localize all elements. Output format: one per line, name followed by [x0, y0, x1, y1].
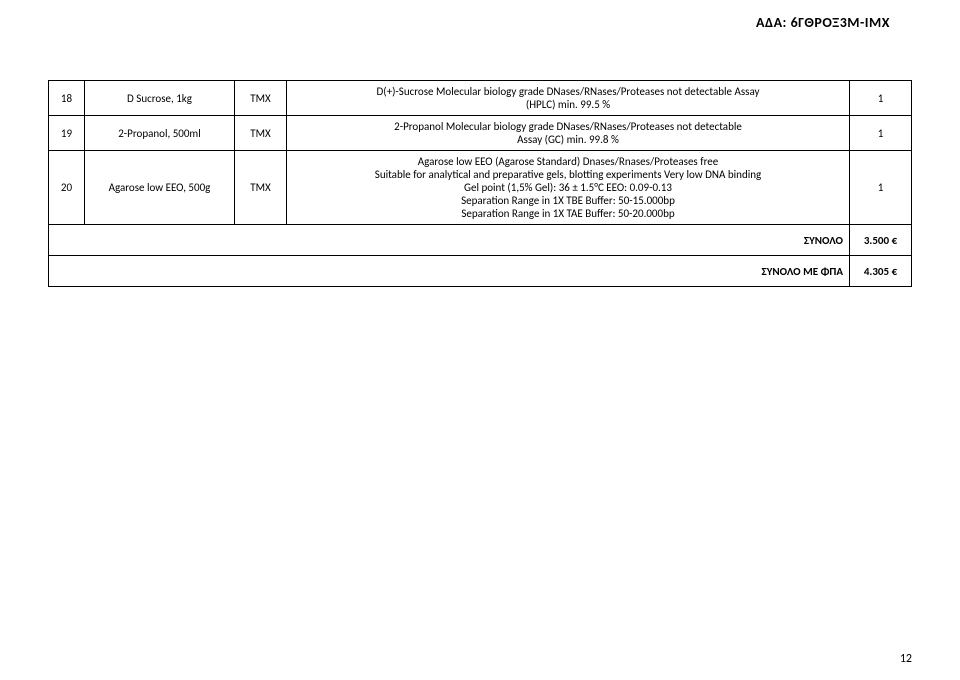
- row-number: 20: [49, 151, 85, 225]
- description-line: Separation Range in 1X TBE Buffer: 50-15…: [293, 194, 843, 207]
- row-description: 2-Propanol Molecular biology grade DNase…: [287, 116, 850, 151]
- row-unit: ΤΜΧ: [235, 151, 287, 225]
- row-name: 2-Propanol, 500ml: [85, 116, 235, 151]
- description-line: Assay (GC) min. 99.8 %: [293, 133, 843, 146]
- page-number: 12: [900, 652, 912, 666]
- row-description: D(+)-Sucrose Molecular biology grade DNa…: [287, 81, 850, 116]
- row-number: 18: [49, 81, 85, 116]
- table-row: 20Agarose low EEO, 500gΤΜΧ Agarose low EE…: [49, 151, 912, 225]
- row-unit: ΤΜΧ: [235, 116, 287, 151]
- total-value-gross: 4.305 €: [850, 256, 912, 287]
- total-row-net: ΣΥΝΟΛΟ3.500 €: [49, 225, 912, 256]
- row-qty: 1: [850, 151, 912, 225]
- total-label-net: ΣΥΝΟΛΟ: [49, 225, 850, 256]
- spec-table: 18D Sucrose, 1kgΤΜΧ D(+)-Sucrose Molecula…: [48, 80, 912, 287]
- table-row: 192-Propanol, 500mlΤΜΧ 2-Propanol Molecul…: [49, 116, 912, 151]
- row-name: D Sucrose, 1kg: [85, 81, 235, 116]
- header-code: ΑΔΑ: 6ΓΘΡΟΞ3Μ-ΙΜΧ: [756, 14, 890, 31]
- description-line: 2-Propanol Molecular biology grade DNase…: [293, 120, 843, 133]
- row-qty: 1: [850, 116, 912, 151]
- description-line: (HPLC) min. 99.5 %: [293, 98, 843, 111]
- table-row: 18D Sucrose, 1kgΤΜΧ D(+)-Sucrose Molecula…: [49, 81, 912, 116]
- row-name: Agarose low EEO, 500g: [85, 151, 235, 225]
- row-number: 19: [49, 116, 85, 151]
- page: ΑΔΑ: 6ΓΘΡΟΞ3Μ-ΙΜΧ 18D Sucrose, 1kgΤΜΧ D(+…: [0, 0, 960, 680]
- total-row-gross: ΣΥΝΟΛΟ ΜΕ ΦΠΑ4.305 €: [49, 256, 912, 287]
- row-qty: 1: [850, 81, 912, 116]
- description-line: Agarose low EEO (Agarose Standard) Dnase…: [293, 155, 843, 168]
- description-line: D(+)-Sucrose Molecular biology grade DNa…: [293, 85, 843, 98]
- total-value-net: 3.500 €: [850, 225, 912, 256]
- description-line: Gel point (1,5% Gel): 36 ± 1.5°C EEO: 0.…: [293, 181, 843, 194]
- description-line: Separation Range in 1X TAE Buffer: 50-20…: [293, 207, 843, 220]
- row-unit: ΤΜΧ: [235, 81, 287, 116]
- total-label-gross: ΣΥΝΟΛΟ ΜΕ ΦΠΑ: [49, 256, 850, 287]
- row-description: Agarose low EEO (Agarose Standard) Dnase…: [287, 151, 850, 225]
- description-line: Suitable for analytical and preparative …: [293, 168, 843, 181]
